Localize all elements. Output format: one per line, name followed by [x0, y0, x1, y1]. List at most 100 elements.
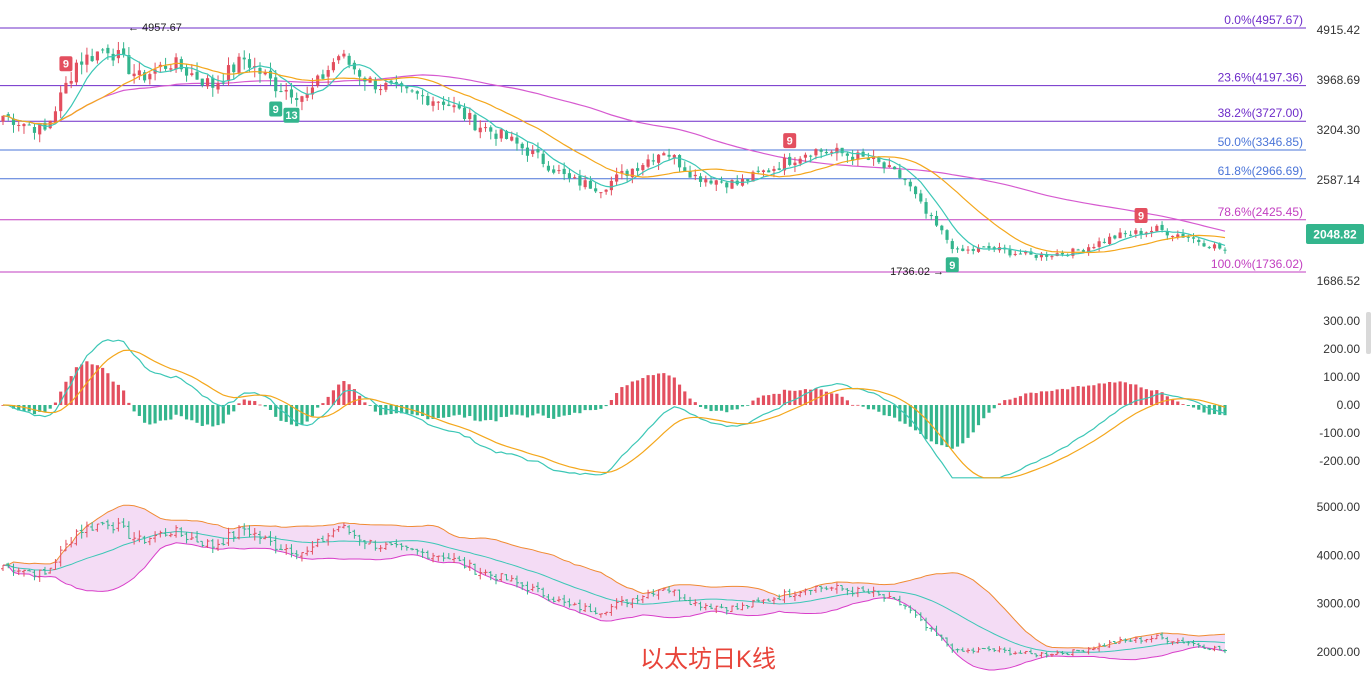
- td-tag-box: [59, 56, 73, 72]
- macd-bar: [976, 405, 981, 426]
- macd-bar: [59, 391, 63, 405]
- candle-body: [562, 168, 566, 175]
- macd-bar: [929, 405, 933, 442]
- candle-body: [793, 162, 797, 166]
- macd-bar: [111, 381, 115, 405]
- macd-bar: [457, 405, 461, 415]
- candle-body: [384, 83, 388, 90]
- macd-bar: [1013, 397, 1017, 405]
- candle-body: [856, 152, 860, 160]
- macd-bar: [1207, 405, 1211, 415]
- candle-body: [1024, 251, 1028, 254]
- macd-bar: [1218, 405, 1222, 415]
- candle-body: [646, 159, 650, 167]
- macd-bar: [919, 405, 923, 434]
- macd-bar: [1097, 383, 1101, 405]
- boll-band-fill: [3, 505, 1225, 670]
- candle-body: [457, 104, 461, 109]
- candle-body: [232, 64, 236, 73]
- macd-bar: [232, 405, 236, 412]
- macd-tick-label: -100.00: [1319, 426, 1360, 440]
- boll-upper-line: [2, 504, 1226, 649]
- macd-bar: [237, 403, 241, 405]
- candle-body: [431, 101, 435, 106]
- macd-bar: [756, 397, 760, 405]
- candle-body: [798, 158, 802, 164]
- boll-tick-label: 5000.00: [1317, 500, 1361, 514]
- macd-bar: [441, 405, 446, 418]
- macd-bar: [326, 396, 330, 405]
- macd-bar: [1186, 405, 1190, 406]
- macd-bar: [725, 405, 729, 413]
- candle-body: [693, 174, 697, 177]
- high-price-label: ← 4957.67: [128, 22, 182, 34]
- candle-body: [987, 245, 991, 249]
- macd-bar: [688, 398, 692, 405]
- candle-body: [651, 160, 655, 162]
- macd-bar: [394, 405, 398, 414]
- macd-bar: [1155, 390, 1159, 405]
- candle-body: [950, 241, 954, 250]
- candle-body: [966, 249, 970, 251]
- macd-bar: [205, 405, 210, 425]
- macd-bar: [53, 402, 58, 405]
- macd-bar: [17, 405, 21, 411]
- macd-bar: [646, 375, 650, 405]
- macd-bar: [499, 405, 503, 418]
- candle-body: [955, 248, 960, 250]
- macd-bar: [347, 384, 351, 405]
- macd-bar: [1123, 382, 1127, 405]
- macd-bar: [531, 405, 535, 416]
- bollinger-panel: 5000.00 4000.00 3000.00 2000.00: [1, 500, 1361, 671]
- candle-body: [604, 189, 608, 192]
- macd-bar: [352, 389, 356, 405]
- candle-body: [1212, 244, 1217, 249]
- candle-body: [216, 83, 220, 90]
- candle-body: [452, 105, 456, 108]
- macd-bar: [462, 405, 467, 418]
- candle-body: [127, 55, 131, 75]
- candle-body: [373, 79, 377, 90]
- candle-body: [1191, 237, 1196, 239]
- fib-label: 23.6%(4197.36): [1218, 71, 1303, 85]
- macd-bar: [489, 405, 493, 420]
- macd-bar: [195, 405, 199, 423]
- candle-body: [85, 54, 89, 65]
- macd-bar: [667, 375, 671, 405]
- macd-bar: [704, 405, 708, 409]
- candle-body: [971, 248, 975, 251]
- candles: [1, 41, 1227, 261]
- candle-body: [882, 162, 886, 168]
- ma-slow-line: [2, 62, 1226, 254]
- candle-body: [719, 181, 724, 183]
- candle-body: [268, 70, 273, 79]
- macd-bar: [594, 405, 598, 410]
- macd-bar: [1039, 391, 1044, 405]
- candle-body: [1029, 251, 1033, 255]
- candle-body: [122, 48, 126, 55]
- macd-bar: [541, 405, 545, 416]
- macd-bar: [1092, 385, 1096, 405]
- candle-body: [1018, 253, 1023, 255]
- macd-bar: [415, 405, 419, 416]
- macd-panel: 300.00 200.00 100.00 0.00 -100.00 -200.00: [1, 314, 1360, 479]
- macd-bar: [400, 405, 404, 414]
- macd-bar: [494, 405, 498, 422]
- candle-body: [934, 215, 939, 226]
- candle-body: [38, 123, 42, 135]
- candle-body: [583, 180, 587, 188]
- candle-body: [195, 71, 199, 80]
- candle-body: [1223, 249, 1227, 251]
- macd-bar: [1018, 396, 1023, 405]
- macd-bar: [11, 405, 16, 409]
- candle-body: [27, 124, 31, 126]
- candle-body: [573, 177, 577, 179]
- candle-body: [688, 171, 692, 178]
- macd-bar: [777, 393, 781, 405]
- macd-bar: [1134, 384, 1138, 405]
- macd-bar: [866, 405, 870, 410]
- candle-body: [1087, 247, 1091, 253]
- macd-bar: [452, 405, 456, 416]
- macd-bar: [1170, 399, 1175, 405]
